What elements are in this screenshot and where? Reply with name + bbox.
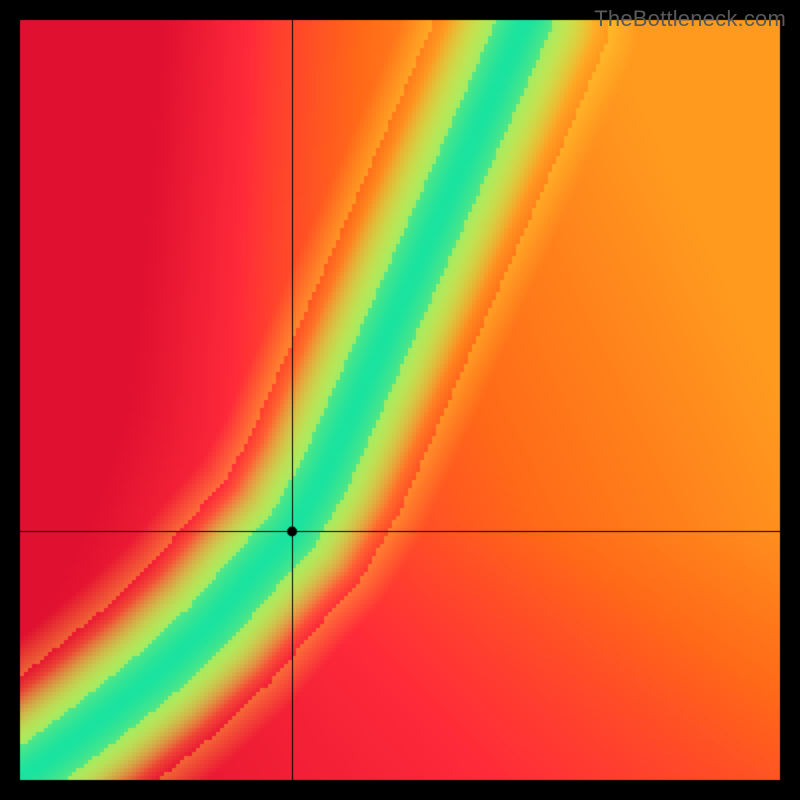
heatmap-canvas <box>0 0 800 800</box>
chart-container: TheBottleneck.com <box>0 0 800 800</box>
watermark-text: TheBottleneck.com <box>594 6 786 32</box>
